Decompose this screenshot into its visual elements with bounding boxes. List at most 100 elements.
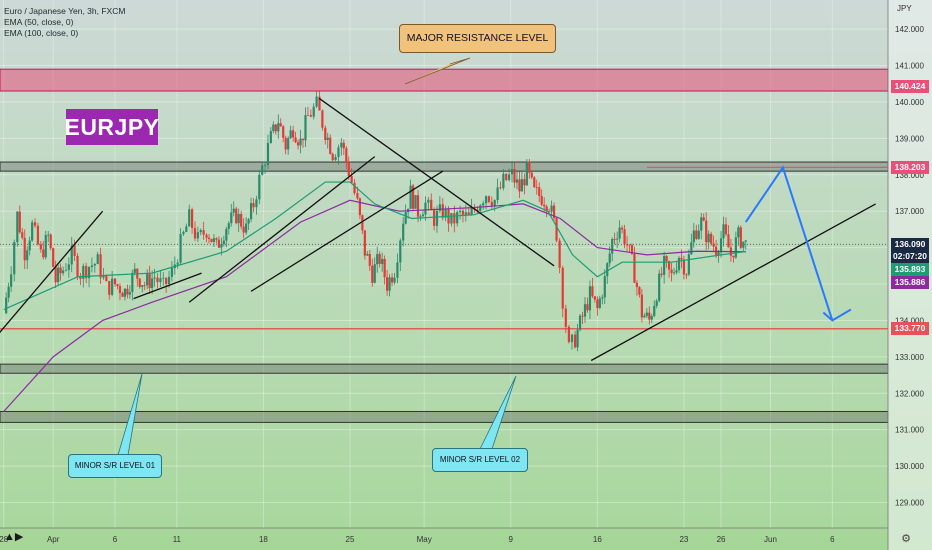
candle-body	[363, 230, 366, 256]
candle-body	[59, 267, 62, 274]
candle-body	[697, 230, 700, 239]
candle-body	[334, 157, 337, 161]
candle-body	[616, 238, 619, 240]
callout-pointer-minor2	[479, 375, 517, 450]
projection-arrowhead	[822, 308, 852, 322]
ema-100-label[interactable]: EMA (100, close, 0)	[4, 28, 79, 38]
candle-body	[482, 203, 485, 206]
candle-body	[540, 195, 543, 205]
candle-body	[655, 300, 658, 306]
major-resistance-callout[interactable]: MAJOR RESISTANCE LEVEL	[399, 24, 556, 53]
candle-body	[665, 256, 668, 262]
y-tick-label: 141.000	[895, 62, 924, 71]
candle-body	[578, 315, 582, 330]
candle-body	[350, 176, 353, 183]
y-tick-label: 138.000	[895, 171, 924, 180]
candle-body	[376, 254, 379, 265]
candle-body	[737, 227, 740, 238]
x-tick-label: 11	[173, 535, 182, 544]
candle-body	[680, 257, 683, 260]
candle-body	[402, 223, 405, 241]
candle-body	[635, 282, 639, 288]
candle-body	[484, 196, 488, 204]
candle-body	[663, 256, 666, 275]
candle-body	[47, 234, 50, 236]
y-tick-label: 129.000	[895, 499, 924, 508]
candle-body	[450, 213, 453, 224]
candle-body	[714, 246, 718, 255]
candle-body	[49, 234, 52, 249]
candle-body	[628, 244, 631, 246]
candle-body	[561, 267, 564, 309]
candle-body	[93, 264, 96, 266]
candle-body	[199, 230, 202, 233]
candle-body	[603, 276, 606, 298]
candle-body	[548, 211, 551, 213]
candle-body	[479, 205, 482, 211]
candle-body	[702, 217, 705, 221]
candle-body	[502, 173, 505, 189]
candle-body	[44, 235, 47, 258]
candle-body	[744, 240, 747, 242]
candle-body	[245, 223, 248, 233]
candle-body	[430, 199, 433, 211]
candle-body	[131, 272, 134, 293]
candle-body	[727, 234, 730, 248]
candle-body	[185, 226, 188, 232]
candle-body	[252, 203, 255, 208]
candle-body	[411, 185, 415, 209]
price-tag: 135.893	[891, 263, 929, 277]
candle-body	[274, 124, 277, 132]
candle-body	[381, 258, 384, 264]
candle-body	[28, 240, 31, 251]
ema-50-label[interactable]: EMA (50, close, 0)	[4, 17, 74, 27]
ema-100-line	[3, 199, 746, 412]
candle-body	[633, 253, 636, 283]
candle-body	[515, 179, 519, 183]
symbol-title[interactable]: Euro / Japanese Yen, 3h, FXCM	[4, 6, 126, 16]
candle-body	[222, 240, 225, 245]
candle-body	[26, 250, 29, 261]
candle-body	[707, 233, 710, 243]
candle-body	[518, 179, 521, 192]
candle-body	[263, 164, 267, 166]
candle-body	[705, 220, 708, 243]
candle-body	[404, 212, 407, 224]
candle-body	[324, 127, 327, 140]
price-tag: 136.090	[891, 237, 929, 251]
minor-sr-02-callout[interactable]: MINOR S/R LEVEL 02	[432, 448, 528, 472]
candle-body	[279, 123, 282, 127]
candle-body	[613, 238, 616, 240]
tradingview-logo-icon[interactable]: ▲▶	[4, 531, 24, 543]
candle-body	[356, 193, 359, 199]
candle-body	[240, 213, 243, 227]
candle-body	[284, 137, 287, 150]
candle-body	[165, 277, 168, 285]
candle-body	[312, 106, 315, 117]
candle-body	[220, 244, 223, 248]
candle-body	[277, 123, 280, 132]
candle-body	[329, 137, 332, 154]
candle-body	[630, 245, 634, 254]
candle-body	[700, 217, 703, 231]
candle-body	[653, 305, 656, 317]
candle-body	[441, 204, 444, 218]
candle-body	[247, 219, 250, 224]
candle-body	[591, 286, 594, 297]
gear-icon[interactable]: ⚙	[901, 533, 911, 545]
time-axis-panel	[0, 528, 888, 550]
candle-body	[287, 138, 290, 150]
candle-body	[230, 212, 233, 224]
candle-body	[76, 256, 79, 277]
zone-resistance-138	[0, 161, 889, 172]
candle-body	[23, 237, 26, 261]
candle-body	[640, 294, 643, 318]
candle-body	[309, 115, 312, 117]
candle-body	[340, 142, 343, 148]
candle-body	[170, 268, 174, 277]
candle-body	[543, 204, 546, 207]
minor-sr-01-callout[interactable]: MINOR S/R LEVEL 01	[68, 454, 162, 478]
candle-body	[176, 262, 179, 265]
x-tick-label: 9	[509, 535, 514, 544]
